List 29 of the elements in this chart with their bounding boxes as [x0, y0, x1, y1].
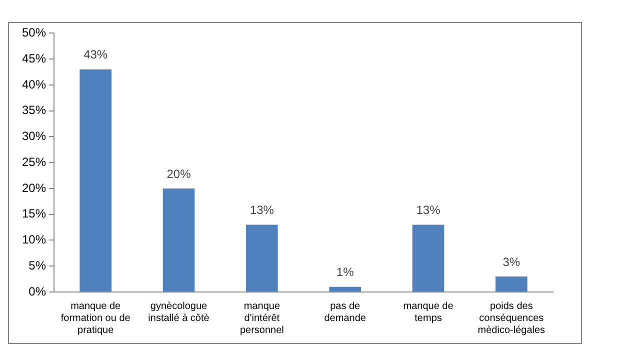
data-label: 13% — [416, 203, 441, 218]
data-label: 43% — [84, 48, 108, 62]
x-tick-label: gynècologue installé à côtè — [148, 300, 210, 324]
bar — [496, 276, 528, 292]
y-tick-label: 30% — [22, 129, 46, 144]
data-label: 1% — [336, 265, 354, 280]
data-label: 3% — [502, 254, 520, 269]
x-tick-label: pas de demande — [324, 300, 366, 324]
bar — [329, 286, 361, 292]
x-tick-label: poids des conséquences mèdico-légales — [478, 300, 546, 336]
y-tick-label: 25% — [22, 154, 46, 169]
y-tick-label: 50% — [22, 26, 46, 40]
data-label: 20% — [166, 166, 192, 181]
y-tick-label: 35% — [22, 103, 46, 118]
y-tick-label: 15% — [22, 206, 46, 221]
y-tick-label: 20% — [22, 180, 46, 195]
y-tick-label: 5% — [28, 258, 46, 272]
x-tick-label: manque de temps — [403, 300, 454, 324]
bar — [80, 69, 112, 292]
bar — [246, 224, 278, 292]
y-tick-label: 10% — [22, 232, 46, 247]
x-tick-label: manque de formation ou de pratique — [60, 300, 131, 336]
y-tick-label: 0% — [28, 284, 46, 298]
x-tick-label: manque d'intérêt personnel — [240, 300, 284, 336]
data-label: 13% — [250, 203, 274, 218]
y-tick-label: 40% — [22, 77, 46, 92]
bar — [412, 224, 444, 292]
y-tick-label: 45% — [22, 51, 46, 66]
bar — [162, 188, 195, 292]
